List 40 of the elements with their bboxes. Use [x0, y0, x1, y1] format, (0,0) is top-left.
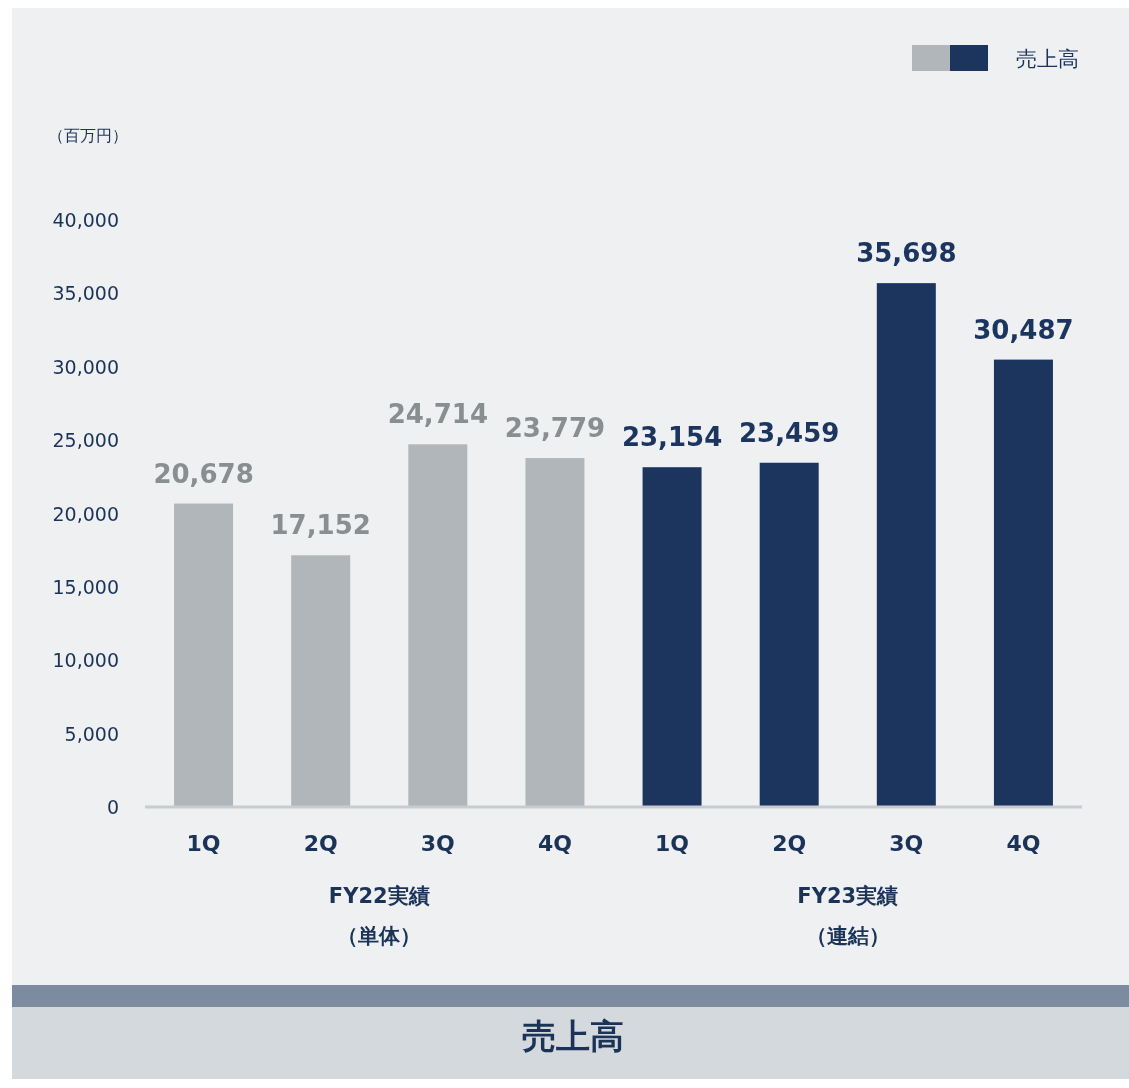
data-label: 23,779 [504, 413, 606, 444]
y-tick-label: 35,000 [52, 282, 119, 305]
data-label: 24,714 [387, 399, 488, 430]
text: FY22実績 [328, 884, 430, 908]
legend-label: 売上高 [1016, 47, 1079, 71]
bar [174, 503, 234, 807]
bar [642, 467, 702, 807]
x-tick-label: 1Q [655, 831, 690, 856]
data-label: 30,487 [973, 314, 1074, 345]
x-tick-label: 2Q [772, 831, 807, 856]
x-tick-label: 1Q [186, 831, 221, 856]
data-label: 35,698 [856, 238, 957, 269]
data-label: 23,154 [621, 422, 723, 453]
y-axis-title: （百万円） [48, 126, 128, 145]
text: （単体） [337, 924, 422, 948]
text: FY23実績 [797, 884, 899, 908]
bar [876, 283, 936, 807]
text: 売上高 [522, 1016, 624, 1056]
y-tick-label: 40,000 [52, 209, 119, 231]
x-tick-label: 3Q [889, 831, 924, 856]
data-label: 20,678 [153, 458, 254, 489]
y-tick-label: 20,000 [52, 502, 119, 525]
bar [759, 462, 819, 807]
text: （連結） [805, 924, 890, 948]
data-label: 23,459 [739, 417, 840, 448]
y-tick-label: 0 [106, 796, 119, 818]
x-tick-label: 4Q [1006, 831, 1041, 856]
y-tick-label: 25,000 [52, 429, 119, 452]
bar [291, 555, 351, 807]
bar [408, 444, 468, 807]
x-tick-label: 4Q [537, 831, 572, 856]
bar [525, 458, 585, 807]
y-tick-label: 15,000 [52, 575, 119, 598]
y-tick-label: 30,000 [52, 355, 119, 378]
data-label: 17,152 [270, 510, 371, 541]
y-tick-label: 10,000 [52, 649, 119, 672]
x-tick-label: 2Q [303, 831, 338, 856]
x-tick-label: 3Q [420, 831, 455, 856]
bar [993, 359, 1053, 807]
y-tick-label: 5,000 [64, 722, 119, 745]
